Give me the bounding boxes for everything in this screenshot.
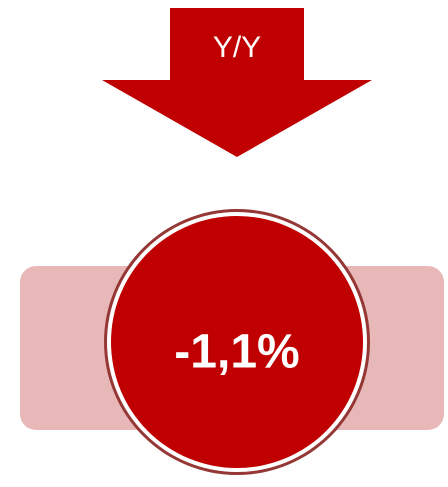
arrow-label: Y/Y <box>213 31 261 64</box>
circle <box>111 216 363 468</box>
value-text: -1,1% <box>174 326 299 379</box>
down-arrow <box>102 8 372 157</box>
